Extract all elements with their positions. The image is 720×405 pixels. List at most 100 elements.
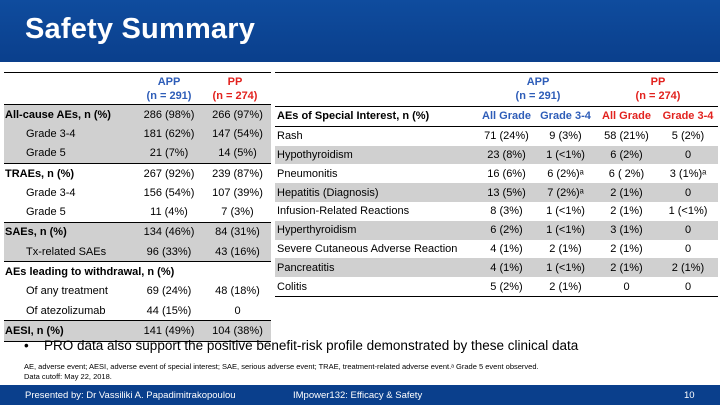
row-label: Tx-related SAEs [4, 242, 134, 262]
table-cell: 16 (6%) [487, 167, 526, 180]
pp-value: 147 (54%) [204, 124, 271, 144]
table-cell: 71 (24%) [484, 130, 529, 143]
table-row: SAEs, n (%) 134 (46%) 84 (31%) [4, 221, 271, 243]
table-cell: 1 (<1%) [536, 258, 595, 278]
table-row: Tx-related SAEs 96 (33%) 43 (16%) [4, 242, 271, 262]
table-row: Severe Cutaneous Adverse Reaction 4 (1%)… [275, 240, 718, 259]
table-row: TRAEs, n (%) 267 (92%) 239 (87%) [4, 162, 271, 184]
row-label: Grade 5 [4, 143, 134, 164]
row-label: Grade 3-4 [4, 124, 134, 144]
table-cell: 58 (21%) [604, 130, 649, 143]
row-label: Severe Cutaneous Adverse Reaction [277, 242, 458, 255]
table-cell: 3 (1%)ᵃ [669, 167, 707, 180]
table-row: Colitis 5 (2%) 2 (1%) 0 0 [275, 277, 718, 297]
table-cell: 0 [658, 145, 718, 165]
table-cell: 2 (1%) [549, 242, 582, 255]
row-label: Pancreatitis [275, 258, 477, 278]
table-row: Of atezolizumab 44 (15%) 0 [4, 301, 271, 321]
pp-value: 84 (31%) [204, 221, 271, 243]
pp-value: 104 (38%) [204, 320, 271, 342]
table-row: All-cause AEs, n (%) 286 (98%) 266 (97%) [4, 104, 271, 125]
table-row: Grade 3-4 156 (54%) 107 (39%) [4, 183, 271, 202]
right-pp-label: PP [650, 76, 666, 88]
right-app-label: APP [526, 76, 550, 88]
table-cell: 9 (3%) [549, 130, 582, 143]
row-label: Of any treatment [26, 285, 108, 298]
table-cell: 4 (1%) [477, 258, 536, 278]
table-row: Of any treatment 69 (24%) 48 (18%) [4, 282, 271, 301]
app-value: 69 (24%) [146, 285, 192, 298]
table-cell: 2 (1%) [610, 205, 643, 218]
table-row: Rash 71 (24%) 9 (3%) 58 (21%) 5 (2%) [275, 126, 718, 145]
pp-value: 43 (16%) [204, 242, 271, 262]
row-label: SAEs, n (%) [4, 221, 134, 243]
pp-value: 266 (97%) [204, 104, 271, 125]
column-header: Grade 3-4 [536, 106, 595, 127]
table-cell: 2 (1%) [658, 258, 718, 278]
table-cell: 2 (1%) [536, 277, 595, 297]
bullet-icon: • [24, 338, 29, 353]
pp-value: 14 (5%) [204, 143, 271, 164]
table-cell: 0 [684, 242, 692, 255]
title-bar: Safety Summary [0, 0, 720, 62]
table-cell: 1 (<1%) [546, 205, 585, 218]
study-text: IMpower132: Efficacy & Safety [293, 390, 423, 401]
table-cell: 1 (<1%) [536, 220, 595, 240]
app-value: 96 (33%) [134, 242, 204, 262]
key-point-text: PRO data also support the positive benef… [44, 338, 579, 353]
table-cell: 4 (1%) [490, 242, 523, 255]
key-point: • PRO data also support the positive bene… [24, 338, 578, 353]
pp-value: 7 (3%) [221, 206, 254, 219]
pp-value: 48 (18%) [215, 285, 260, 298]
column-header: All Grade [477, 106, 536, 127]
table-cell: 1 (<1%) [668, 205, 708, 218]
row-label: AESI, n (%) [4, 320, 134, 342]
row-label: Grade 5 [26, 206, 66, 219]
table-cell: 8 (3%) [490, 205, 523, 218]
row-label: Grade 3-4 [26, 186, 76, 199]
table-row: Pancreatitis 4 (1%) 1 (<1%) 2 (1%) 2 (1%… [275, 258, 718, 278]
row-label: Hyperthyroidism [275, 220, 477, 240]
page-number: 10 [684, 390, 695, 401]
table-row: AEs leading to withdrawal, n (%) [4, 261, 271, 282]
app-value: 156 (54%) [143, 186, 195, 199]
row-label: Infusion-Related Reactions [277, 205, 410, 218]
presenter-text: Presented by: Dr Vassiliki A. Papadimitr… [25, 390, 236, 401]
pp-value: 0 [234, 304, 241, 317]
app-value: 21 (7%) [134, 143, 204, 164]
left-app-label: APP [157, 76, 181, 88]
table-cell: 2 (1%) [595, 258, 658, 278]
app-value: 141 (49%) [134, 320, 204, 342]
table-cell: 13 (5%) [477, 183, 536, 202]
left-pp-header: PP (n = 274) [199, 75, 271, 103]
row-label: TRAEs, n (%) [4, 162, 134, 184]
table-cell: 5 (2%) [671, 130, 705, 143]
left-summary-table: All-cause AEs, n (%) 286 (98%) 266 (97%)… [4, 104, 271, 342]
table-row: AESI, n (%) 141 (49%) 104 (38%) [4, 320, 271, 342]
table-cell: 1 (<1%) [536, 145, 595, 165]
app-value: 286 (98%) [134, 104, 204, 125]
row-label: Hypothyroidism [275, 145, 477, 165]
footnotes: AE, adverse event; AESI, adverse event o… [24, 362, 694, 382]
table-cell: 6 ( 2%) [608, 167, 645, 180]
table-cell: 6 (2%)ᵃ [547, 167, 584, 180]
table-cell: 0 [595, 277, 658, 297]
row-label: Colitis [275, 277, 477, 297]
table-row: Infusion-Related Reactions 8 (3%) 1 (<1%… [275, 202, 718, 221]
right-app-n: (n = 291) [515, 90, 561, 102]
row-label: Pneumonitis [277, 167, 338, 180]
pp-value: 107 (39%) [212, 186, 263, 199]
right-pp-n: (n = 274) [635, 90, 681, 102]
table-cell: 0 [658, 220, 718, 240]
left-app-n: (n = 291) [146, 90, 192, 102]
row-label: AEs leading to withdrawal, n (%) [4, 261, 271, 282]
table-cell: 0 [658, 277, 718, 297]
left-pp-label: PP [227, 76, 243, 88]
app-value: 181 (62%) [134, 124, 204, 144]
table-row: Hyperthyroidism 6 (2%) 1 (<1%) 3 (1%) 0 [275, 220, 718, 240]
footnote-abbreviations: AE, adverse event; AESI, adverse event o… [24, 362, 539, 371]
row-label: All-cause AEs, n (%) [4, 104, 134, 125]
right-table-top-rule [275, 72, 718, 73]
left-app-header: APP (n = 291) [133, 75, 205, 103]
column-header: All Grade [595, 106, 658, 127]
